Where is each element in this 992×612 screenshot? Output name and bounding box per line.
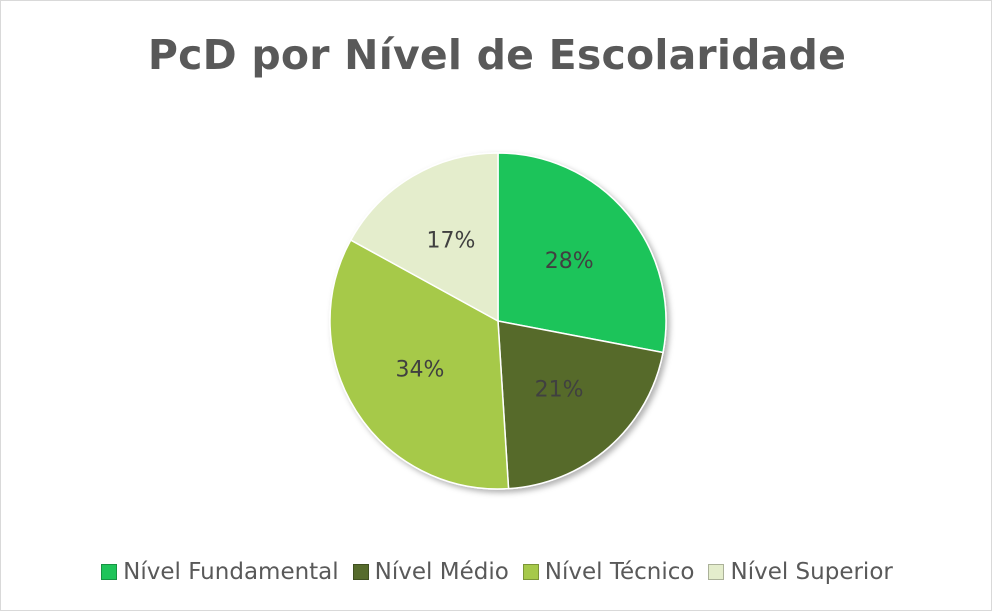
legend-item-1: Nível Fundamental <box>101 559 339 585</box>
chart-title: PcD por Nível de Escolaridade <box>147 31 847 79</box>
legend-item-4: Nível Superior <box>708 559 893 585</box>
legend-label-3: Nível Técnico <box>544 559 695 585</box>
legend-swatch-4 <box>708 564 725 580</box>
legend: Nível Fundamental Nível Médio Nível Técnic… <box>1 559 992 585</box>
legend-label-1: Nível Fundamental <box>123 559 339 585</box>
pie-data-label-3: 34% <box>396 358 445 383</box>
pie-slice-4 <box>349 152 499 323</box>
legend-label-2: Nível Médio <box>374 559 509 585</box>
pie-slices <box>329 152 667 490</box>
pie-slice-2 <box>497 320 664 490</box>
legend-item-2: Nível Médio <box>352 559 509 585</box>
pie-slice-1 <box>497 152 667 354</box>
legend-swatch-2 <box>352 564 369 580</box>
legend-swatch-3 <box>522 564 539 580</box>
pie-data-label-1: 28% <box>545 249 594 274</box>
legend-label-4: Nível Superior <box>730 559 893 585</box>
legend-swatch-1 <box>101 564 118 580</box>
pie-data-label-2: 21% <box>535 377 584 402</box>
pie-data-label-4: 17% <box>427 228 476 253</box>
pie-labels: 28% 21% 34% 17% <box>396 228 594 402</box>
legend-item-3: Nível Técnico <box>522 559 695 585</box>
